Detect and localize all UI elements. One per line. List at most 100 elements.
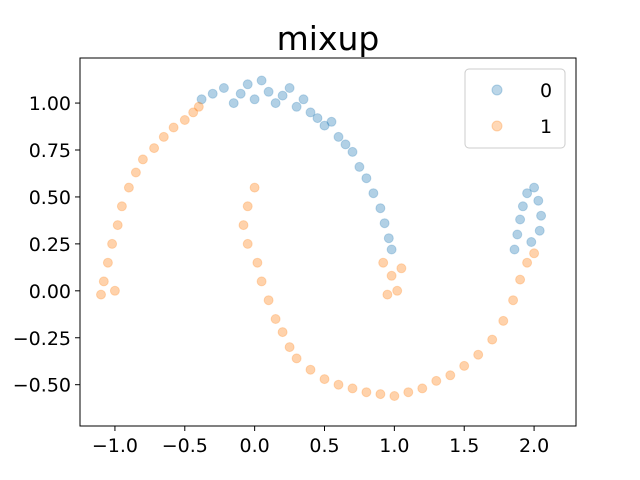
series-0-point	[235, 88, 246, 99]
axes: −1.0 −0.5 0.0 0.5 1.0 1.5 2.0 −0.50 −0.25 0.00 0.2…	[13, 93, 549, 457]
x-tick-label: 2.0	[519, 435, 549, 457]
series-1-point	[98, 276, 109, 287]
series-0-point	[368, 188, 379, 199]
series-1-point	[487, 334, 498, 345]
series-0-point	[270, 98, 281, 109]
series-0-point	[526, 237, 537, 247]
series-0-point	[517, 201, 528, 212]
legend-marker-0	[491, 84, 503, 96]
series-1-point	[96, 289, 106, 300]
series-0-point	[529, 182, 540, 193]
series-1-point	[473, 349, 484, 360]
legend-label-0: 0	[540, 80, 552, 102]
series-1-point	[149, 143, 160, 154]
series-0-point	[379, 218, 390, 229]
series-0-point	[291, 101, 302, 112]
series-1-point	[389, 391, 400, 401]
series-0-point	[319, 120, 330, 131]
chart-title: mixup	[277, 19, 380, 58]
series-0-point	[256, 75, 267, 86]
x-tick-label: 0.5	[309, 435, 339, 457]
series-1-point	[333, 379, 344, 390]
series-1-point	[291, 353, 302, 364]
series-0-point	[263, 86, 274, 97]
series-1-point	[252, 257, 263, 268]
axes-frame	[79, 57, 577, 427]
series-1-point	[116, 201, 127, 212]
y-tick-label: −0.50	[13, 375, 71, 397]
series-1-point	[238, 220, 249, 231]
series-1-point	[158, 131, 169, 142]
series-1-point	[112, 220, 123, 231]
series-1-point	[498, 315, 509, 326]
x-tick-label: −0.5	[162, 435, 208, 457]
legend-label-1: 1	[540, 116, 552, 138]
series-0-point	[534, 225, 545, 236]
series-0-point	[536, 210, 547, 221]
x-tick-label: −1.0	[92, 435, 138, 457]
series-0-point	[354, 161, 365, 172]
legend-box	[464, 68, 566, 149]
series-1-point	[137, 154, 148, 165]
series-1-point	[242, 238, 253, 249]
series-0-point	[242, 79, 253, 90]
series-1-point	[508, 295, 519, 306]
series-0-point	[284, 83, 295, 93]
series-1-point	[123, 182, 134, 193]
series-0-point	[333, 131, 344, 142]
series-1-point	[417, 383, 428, 394]
series-1-point	[386, 270, 397, 281]
series-1-point	[375, 389, 386, 400]
series-1-point	[109, 285, 120, 296]
y-tick-label: 0.25	[29, 234, 71, 256]
series-0-point	[228, 98, 239, 109]
series-1-point	[361, 387, 372, 398]
series-1-point	[168, 122, 179, 133]
series-1-point	[188, 107, 199, 118]
series-0-point	[218, 83, 229, 93]
series-0-point	[509, 244, 520, 255]
series-1-point	[396, 263, 407, 274]
series-0-point	[347, 146, 358, 157]
x-tick-label: 1.5	[449, 435, 479, 457]
series-1-point	[107, 238, 118, 249]
series-1-point	[249, 182, 260, 193]
series-1-point	[256, 276, 267, 287]
series-1-point	[378, 257, 389, 268]
series-1-point	[130, 167, 141, 178]
series-1-point	[431, 375, 442, 386]
series-1-point	[522, 257, 533, 268]
series-1-point	[305, 364, 316, 375]
series-1-point	[445, 370, 456, 381]
series-0-point	[340, 139, 351, 150]
series-1-point	[284, 342, 295, 353]
series-1-point	[102, 257, 113, 268]
legend: 01	[464, 68, 566, 149]
series-1-point	[403, 387, 414, 398]
series-1-point	[459, 360, 470, 371]
series-1-point	[515, 274, 526, 285]
plot-area	[96, 75, 547, 401]
y-tick-label: 0.75	[29, 140, 71, 162]
series-0-point	[298, 94, 309, 105]
legend-marker-1	[491, 120, 503, 132]
series-1-point	[347, 383, 358, 394]
series-0-point	[375, 203, 386, 214]
series-1-point	[193, 101, 204, 112]
series-1-point	[242, 201, 253, 212]
x-tick-label: 0.0	[240, 435, 270, 457]
series-0-point	[207, 88, 218, 99]
series-1-point	[270, 314, 281, 324]
series-0-point	[512, 229, 523, 240]
series-0-point	[386, 244, 397, 255]
y-tick-label: 0.50	[29, 187, 71, 209]
series-0-point	[249, 94, 260, 105]
series-0-point	[196, 94, 207, 105]
series-0-point	[326, 116, 337, 127]
series-0-point	[533, 195, 544, 206]
series-1-point	[382, 289, 393, 300]
series-0-point	[383, 233, 394, 244]
x-tick-label: 1.0	[379, 435, 409, 457]
series-0-point	[361, 173, 372, 184]
